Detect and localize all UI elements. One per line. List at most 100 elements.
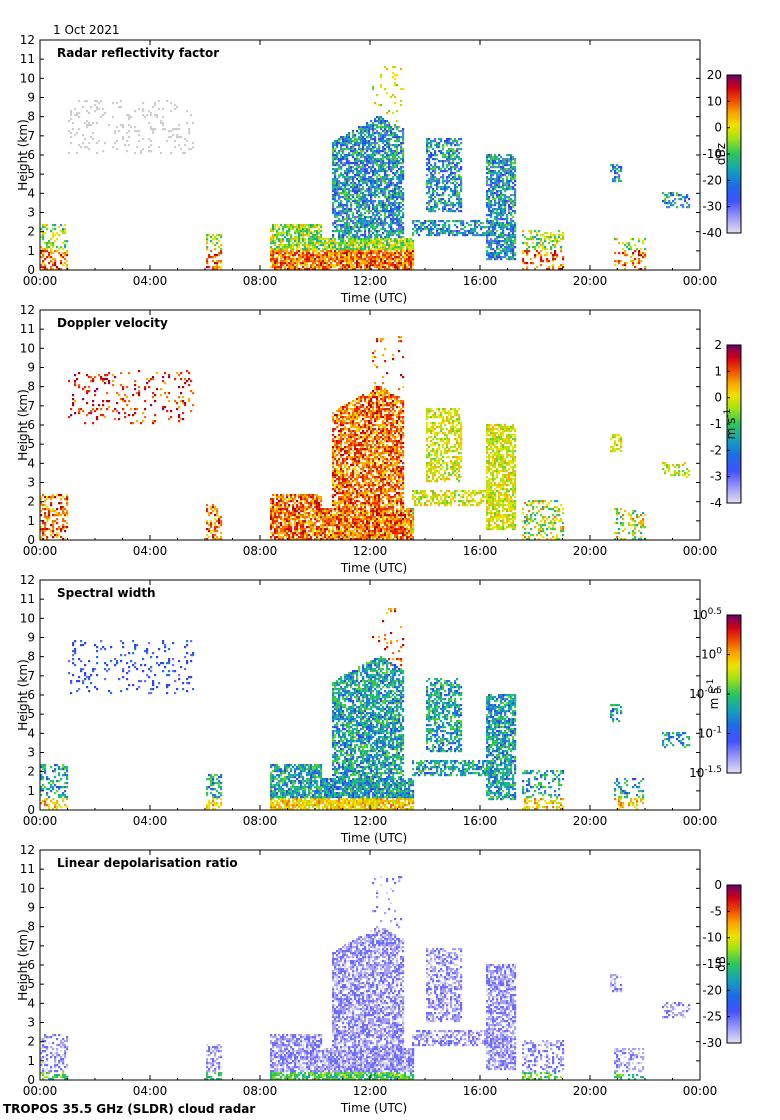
echo-cell [96, 418, 99, 421]
echo-cell [368, 248, 371, 251]
echo-cell [374, 252, 377, 255]
echo-cell [396, 214, 399, 217]
echo-cell [92, 404, 95, 407]
echo-cell [328, 250, 331, 253]
echo-cell [448, 140, 451, 143]
echo-cell [182, 402, 185, 405]
echo-cell [64, 508, 67, 511]
echo-cell [474, 228, 477, 231]
echo-cell [384, 168, 387, 171]
echo-cell [486, 194, 489, 197]
echo-cell [272, 498, 275, 501]
echo-cell [442, 162, 445, 165]
echo-cell [334, 194, 337, 197]
echo-cell [376, 148, 379, 151]
echo-cell [78, 372, 81, 375]
echo-cell [510, 164, 513, 167]
echo-cell [398, 226, 401, 229]
echo-cell [356, 156, 359, 159]
echo-cell [504, 190, 507, 193]
echo-cell [448, 208, 451, 211]
echo-cell [488, 220, 491, 223]
echo-cell [342, 204, 345, 207]
echo-cell [488, 242, 491, 245]
echo-cell [380, 176, 383, 179]
echo-cell [386, 120, 389, 123]
echo-cell [392, 246, 395, 249]
echo-cell [372, 226, 375, 229]
echo-cell [560, 250, 563, 253]
echo-cell [40, 266, 43, 269]
echo-cell [368, 190, 371, 193]
echo-cell [554, 254, 557, 257]
echo-cell [294, 230, 297, 233]
echo-cell [350, 204, 353, 207]
echo-cell [540, 264, 543, 267]
echo-cell [42, 528, 45, 531]
echo-cell [278, 254, 281, 257]
echo-cell [292, 264, 295, 267]
echo-cell [524, 242, 527, 245]
echo-cell [58, 248, 61, 251]
echo-cell [498, 234, 501, 237]
echo-cell [106, 378, 109, 381]
echo-cell [40, 536, 43, 539]
echo-cell [354, 138, 357, 141]
echo-cell [358, 126, 361, 129]
echo-cell [346, 236, 349, 239]
echo-cell [388, 166, 391, 169]
echo-cell [122, 398, 125, 401]
echo-cell [432, 224, 435, 227]
echo-cell [282, 228, 285, 231]
echo-cell [502, 236, 505, 239]
echo-cell [304, 248, 307, 251]
echo-cell [466, 222, 469, 225]
echo-cell [54, 520, 57, 523]
echo-cell [320, 238, 323, 241]
echo-cell [124, 416, 127, 419]
echo-cell [526, 244, 529, 247]
echo-cell [400, 144, 403, 147]
echo-cell [368, 266, 371, 269]
echo-cell [358, 258, 361, 261]
echo-cell [384, 132, 387, 135]
echo-cell [492, 166, 495, 169]
echo-cell [372, 244, 375, 247]
x-tick-label: 00:00 [23, 274, 58, 288]
echo-cell [382, 154, 385, 157]
echo-cell [506, 162, 509, 165]
echo-cell [342, 136, 345, 139]
echo-cell [342, 140, 345, 143]
echo-cell [486, 250, 489, 253]
echo-cell [104, 378, 107, 381]
echo-cell [632, 252, 635, 255]
echo-cell [502, 212, 505, 215]
echo-cell [78, 386, 81, 389]
echo-cell [350, 162, 353, 165]
echo-cell [390, 202, 393, 205]
echo-cell [100, 408, 103, 411]
echo-cell [358, 194, 361, 197]
echo-cell [356, 248, 359, 251]
echo-cell [214, 534, 217, 537]
echo-cell [358, 176, 361, 179]
echo-cell [506, 238, 509, 241]
echo-cell [324, 244, 327, 247]
echo-cell [338, 244, 341, 247]
echo-cell [390, 194, 393, 197]
echo-cell [102, 380, 105, 383]
echo-cell [356, 242, 359, 245]
echo-cell [316, 252, 319, 255]
echo-cell [376, 132, 379, 135]
echo-cell [538, 246, 541, 249]
echo-cell [492, 222, 495, 225]
echo-cell [420, 224, 423, 227]
echo-cell [64, 498, 67, 501]
echo-cell [46, 506, 49, 509]
echo-cell [630, 248, 633, 251]
echo-cell [50, 252, 53, 255]
echo-cell [332, 172, 335, 175]
echo-cell [348, 228, 351, 231]
echo-cell [344, 224, 347, 227]
echo-cell [490, 186, 493, 189]
